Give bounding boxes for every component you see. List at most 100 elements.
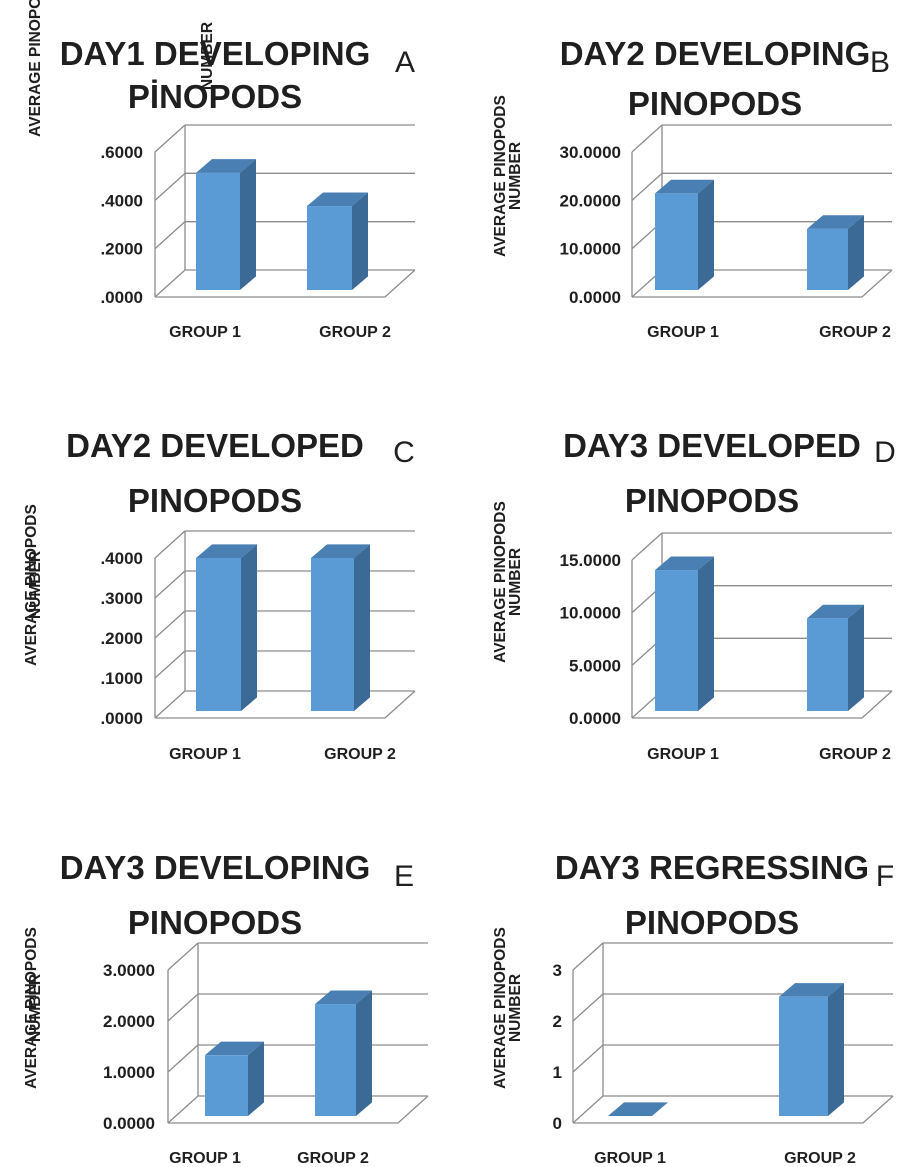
y-axis-label-line: AVERAGE PINOPODS <box>492 95 509 257</box>
bar-side-face <box>352 192 368 290</box>
gridline-diagonal <box>572 1044 604 1073</box>
y-axis-label-line: AVERAGE PINOPODS <box>23 927 40 1089</box>
gridline-diagonal <box>167 1044 199 1073</box>
y-tick-label: 15.0000 <box>560 551 621 570</box>
panel-letter: B <box>870 46 890 79</box>
bar-side-face <box>240 159 256 290</box>
gridline-diagonal <box>154 269 186 298</box>
bar-front-face <box>655 570 698 711</box>
chart-panel-d: DAY3 DEVELOPED PINOPODS D AVERAGE PINOPODSN… <box>492 427 896 763</box>
bar-front-face <box>205 1055 248 1116</box>
y-tick-label: 2.0000 <box>103 1012 155 1031</box>
floor-edge <box>168 1095 429 1124</box>
bar-top-face <box>655 556 714 571</box>
bar-group-2 <box>779 983 844 1116</box>
bar-group-2 <box>807 215 864 290</box>
bar-top-face <box>311 544 370 558</box>
floor-edge <box>632 690 893 719</box>
bar-top-face <box>779 983 844 997</box>
bar-side-face <box>356 990 372 1116</box>
x-category-label: GROUP 1 <box>647 746 719 763</box>
chart-title-line: DAY1 DEVELOPING <box>60 35 371 72</box>
y-axis-label-line: AVERAGE PINOPODS <box>27 0 44 137</box>
y-tick-label: 0.0000 <box>569 288 621 307</box>
bar-group-2 <box>307 192 368 290</box>
bar-side-face <box>828 983 844 1116</box>
bar-front-face <box>655 193 698 290</box>
bar-group-2 <box>315 990 372 1116</box>
x-category-label: GROUP 1 <box>169 324 241 341</box>
bar-top-face <box>315 990 372 1005</box>
chart-title-line: DAY2 DEVELOPED <box>66 427 364 464</box>
chart-panel-a: DAY1 DEVELOPING PİNOPODS A AVERAGE PINOPODS… <box>27 0 416 341</box>
y-axis-label-line: NUMBER <box>507 974 524 1042</box>
bar-group-1 <box>655 179 714 290</box>
gridline-diagonal <box>154 172 186 201</box>
y-tick-label: 10.0000 <box>560 604 621 623</box>
gridline-diagonal <box>154 124 186 153</box>
bar-side-face <box>848 604 864 711</box>
bar-top-face <box>807 215 864 229</box>
gridline-diagonal <box>572 942 604 971</box>
y-tick-label: 5.0000 <box>569 656 621 675</box>
bar-group-1 <box>196 544 257 711</box>
bar-front-face <box>807 618 848 711</box>
chart-title-line: PİNOPODS <box>128 78 302 115</box>
chart-title-line: DAY3 REGRESSING <box>555 849 869 886</box>
bar-front-face <box>307 206 352 290</box>
bar-front-face <box>311 558 354 711</box>
bar-top-face <box>196 544 257 558</box>
gridline-diagonal <box>154 690 186 719</box>
bar-top-face <box>205 1041 264 1056</box>
y-tick-label: 2 <box>553 1012 562 1031</box>
chart-title-line: PINOPODS <box>628 85 802 122</box>
y-tick-label: 3 <box>553 961 562 980</box>
panel-letter: F <box>876 860 894 893</box>
floor-edge <box>573 1095 894 1124</box>
y-tick-label: 20.0000 <box>560 191 621 210</box>
bar-top-face <box>655 179 714 194</box>
bar-group-2 <box>311 544 370 711</box>
bar-side-face <box>698 179 714 290</box>
bar-side-face <box>698 556 714 711</box>
panel-letter: C <box>393 436 415 469</box>
y-tick-label: .4000 <box>100 549 143 568</box>
gridline-diagonal <box>631 172 663 201</box>
bar-group-2 <box>807 604 864 711</box>
bar-group-1 <box>655 556 714 711</box>
chart-title-line: PINOPODS <box>128 482 302 519</box>
y-tick-label: 1 <box>553 1063 562 1082</box>
y-tick-label: .0000 <box>100 288 143 307</box>
x-category-label: GROUP 2 <box>324 746 396 763</box>
y-axis-label-line: AVERAGE PINOPODS <box>492 501 509 663</box>
bar-top-face <box>807 604 864 619</box>
chart-title-line: PINOPODS <box>625 904 799 941</box>
x-category-label: GROUP 2 <box>297 1150 369 1167</box>
y-axis-label-line: NUMBER <box>507 142 524 210</box>
gridline-diagonal <box>167 942 199 971</box>
bar-side-face <box>241 544 257 711</box>
y-tick-label: 3.0000 <box>103 961 155 980</box>
bar-side-face <box>354 544 370 711</box>
gridline-diagonal <box>154 530 186 559</box>
gridline-diagonal <box>167 993 199 1022</box>
y-tick-label: 0.0000 <box>103 1114 155 1133</box>
x-category-label: GROUP 1 <box>169 1150 241 1167</box>
x-category-label: GROUP 1 <box>594 1150 666 1167</box>
gridline-diagonal <box>631 532 663 561</box>
panel-letter: D <box>874 436 896 469</box>
y-axis-label-line: NUMBER <box>27 974 44 1042</box>
y-tick-label: .2000 <box>100 629 143 648</box>
y-axis-label-line: NUMBER <box>27 551 44 619</box>
x-category-label: GROUP 1 <box>647 324 719 341</box>
y-tick-label: 10.0000 <box>560 240 621 259</box>
bar-front-face <box>807 228 848 290</box>
bar-side-face <box>248 1041 264 1116</box>
x-category-label: GROUP 2 <box>319 324 391 341</box>
chart-title-line: PINOPODS <box>625 482 799 519</box>
y-tick-label: .2000 <box>100 240 143 259</box>
gridline-diagonal <box>572 993 604 1022</box>
gridline-diagonal <box>572 1095 604 1124</box>
chart-title-line: PINOPODS <box>128 904 302 941</box>
